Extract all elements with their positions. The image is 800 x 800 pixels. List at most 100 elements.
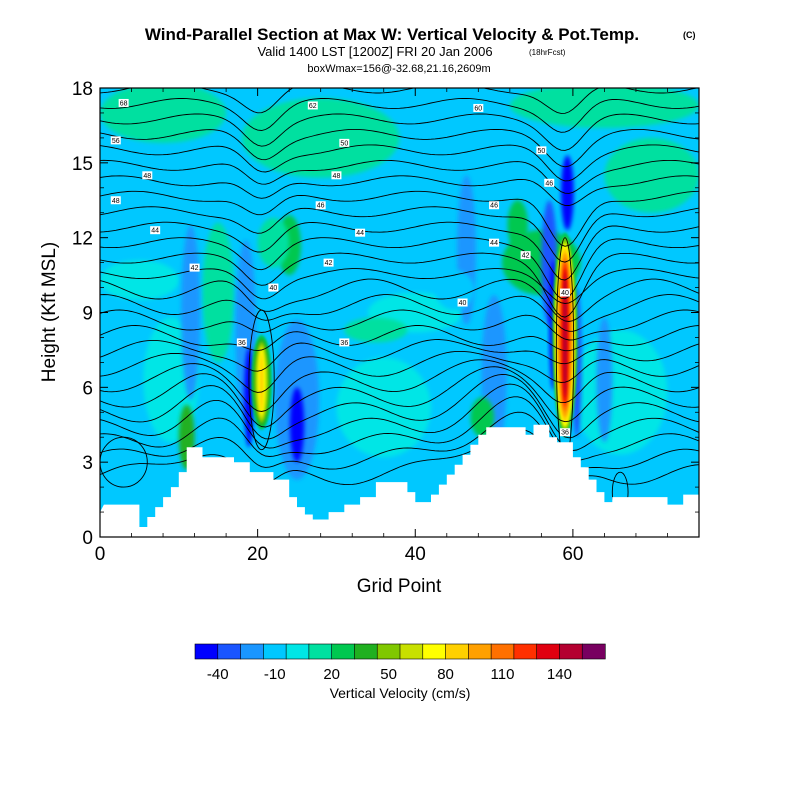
velocity-region xyxy=(336,357,432,458)
velocity-region xyxy=(100,260,179,301)
theta-contour xyxy=(100,268,699,304)
contour-label-bg xyxy=(323,258,334,267)
colorbar-tick-label: 80 xyxy=(437,666,454,683)
contour-label-bg xyxy=(142,171,153,180)
theta-contour xyxy=(100,144,699,182)
theta-contour xyxy=(100,366,699,428)
contour-label: 40 xyxy=(457,298,468,307)
contour-label-text: 44 xyxy=(356,230,364,237)
y-axis-label: Height (Kft MSL) xyxy=(39,242,60,382)
theta-contour xyxy=(100,221,699,281)
plot-area: 68 62 60 56 50 50 48 48 46 48 46 46 44 44 44 42 42 42 40 40… xyxy=(100,88,699,537)
theta-contour xyxy=(100,206,699,263)
chart-subtitle: Valid 1400 LST [1200Z] FRI 20 Jan 2006 xyxy=(257,44,492,59)
x-axis-label: Grid Point xyxy=(357,576,442,597)
contour-label-text: 36 xyxy=(238,340,246,347)
contour-label-text: 46 xyxy=(490,203,498,210)
y-tick-label: 0 xyxy=(82,528,93,549)
contour-label-bg xyxy=(110,136,121,145)
velocity-region xyxy=(241,97,400,178)
contour-label: 46 xyxy=(315,201,326,210)
contour-label-bg xyxy=(544,178,555,187)
theta-contour xyxy=(100,190,699,247)
theta-contour xyxy=(100,128,699,168)
contour-label: 46 xyxy=(489,201,500,210)
y-tick-label: 3 xyxy=(82,453,93,474)
theta-contour xyxy=(100,88,699,114)
theta-contour xyxy=(100,383,699,451)
contour-labels: 68 62 60 56 50 50 48 48 46 48 46 46 44 44 44 42 42 42 40 40… xyxy=(110,98,571,437)
velocity-region xyxy=(344,317,408,343)
y-tick-label: 12 xyxy=(72,229,93,250)
contour-label-text: 48 xyxy=(143,173,151,180)
contour-label-text: 36 xyxy=(561,430,569,437)
x-tick-label: 0 xyxy=(95,544,106,565)
x-tick-label: 20 xyxy=(247,544,268,565)
theta-contour xyxy=(100,339,699,372)
colorbar-swatch xyxy=(308,643,333,660)
contour-label-bg xyxy=(520,251,531,260)
theta-contour-closed xyxy=(100,436,148,488)
contour-label-bg xyxy=(331,171,342,180)
contour-label: 42 xyxy=(189,263,200,272)
contour-label-bg xyxy=(268,283,279,292)
theta-contour xyxy=(100,350,699,393)
contour-label-text: 42 xyxy=(191,265,199,272)
contour-label-text: 62 xyxy=(309,103,317,110)
contour-label-text: 42 xyxy=(522,253,530,260)
contour-label-bg xyxy=(536,146,547,155)
velocity-region xyxy=(100,88,227,143)
theta-contour xyxy=(100,252,699,318)
contour-label-text: 50 xyxy=(340,140,348,147)
velocity-region xyxy=(202,222,234,363)
contour-label-text: 36 xyxy=(340,340,348,347)
secondary-updraft-band xyxy=(259,352,264,412)
contour-label-bg xyxy=(118,98,129,107)
colorbar-tick-label: -10 xyxy=(264,666,286,683)
contour-label: 48 xyxy=(110,196,121,205)
contour-label: 44 xyxy=(355,228,366,237)
contour-label: 68 xyxy=(118,98,129,107)
colorbar-swatch xyxy=(490,643,515,660)
contour-label: 36 xyxy=(339,338,350,347)
chart-subtitle-2: boxWmax=156@-32.68,21.16,2609m xyxy=(307,63,490,75)
contour-label-bg xyxy=(489,201,500,210)
contour-label: 42 xyxy=(323,258,334,267)
contour-label: 48 xyxy=(331,171,342,180)
contour-label-text: 40 xyxy=(459,300,467,307)
colorbar-swatch xyxy=(559,643,583,660)
colorbar-swatch xyxy=(331,643,356,660)
contour-label-text: 46 xyxy=(545,180,553,187)
contour-label-bg xyxy=(189,263,200,272)
contour-label: 36 xyxy=(560,428,571,437)
colorbar-title: Vertical Velocity (cm/s) xyxy=(330,685,471,701)
title-mark: (C) xyxy=(683,30,696,40)
contour-label-text: 40 xyxy=(269,285,277,292)
subtitle-note: (18hrFcst) xyxy=(529,48,566,57)
y-tick-label: 18 xyxy=(72,79,93,100)
theta-contour xyxy=(100,309,699,341)
contour-label-text: 50 xyxy=(537,148,545,155)
contour-label: 50 xyxy=(536,146,547,155)
theta-contour xyxy=(100,113,699,151)
contour-label-bg xyxy=(307,101,318,110)
contour-label-bg xyxy=(339,338,350,347)
contour-label: 46 xyxy=(544,178,555,187)
velocity-region xyxy=(561,155,574,231)
contour-label: 60 xyxy=(473,103,484,112)
theta-contour xyxy=(100,396,699,461)
colorbar-swatch xyxy=(399,643,424,660)
colorbar-swatch xyxy=(263,643,287,660)
contour-label: 48 xyxy=(142,171,153,180)
colorbar-swatch xyxy=(194,643,219,660)
colorbar-tick-label: 50 xyxy=(380,666,397,683)
theta-contour xyxy=(100,294,699,332)
contour-label-bg xyxy=(560,288,571,297)
y-tick-label: 9 xyxy=(82,304,93,325)
chart-title: Wind-Parallel Section at Max W: Vertical… xyxy=(145,25,639,44)
velocity-region xyxy=(181,225,201,400)
theta-contour-closed xyxy=(248,309,275,451)
colorbar-swatch xyxy=(468,643,492,660)
